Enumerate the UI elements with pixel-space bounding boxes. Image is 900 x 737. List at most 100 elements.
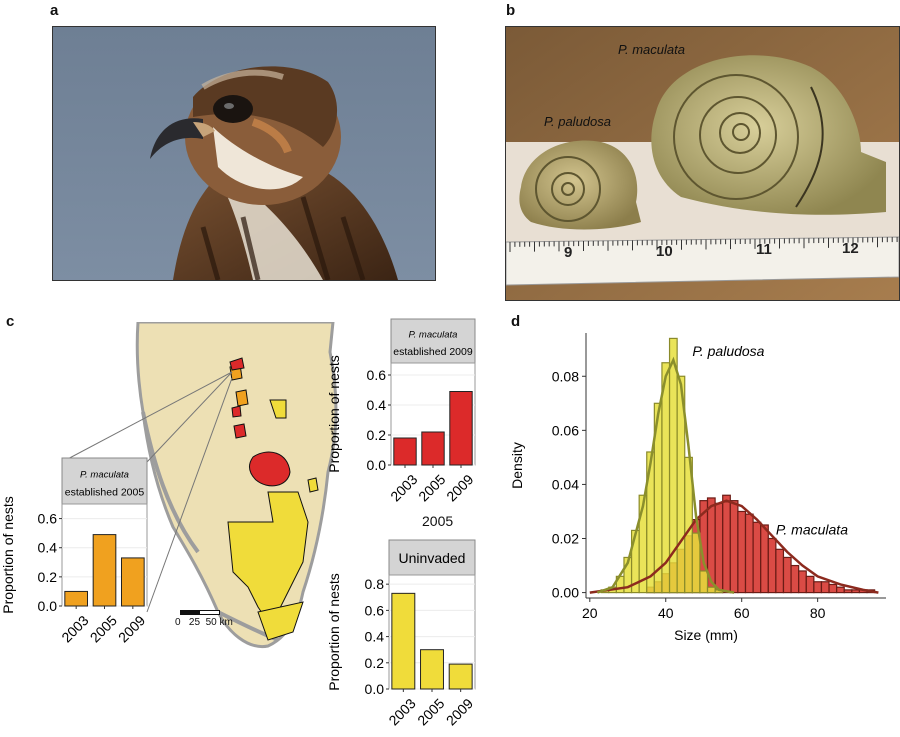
facet-strip-species: P. maculata [80, 469, 129, 480]
panel-label-c: c [6, 313, 15, 330]
y-tick-label: 0.0 [38, 598, 58, 614]
y-tick-label: 0.08 [552, 368, 579, 384]
y-axis-label: Proportion of nests [326, 355, 342, 473]
uninvaded-area-north-1 [269, 399, 287, 419]
snail-photo: P. maculata P. paludosa 9 10 11 12 [505, 26, 900, 301]
bar [449, 391, 473, 466]
panel-label-b: b [506, 2, 516, 19]
ruler-number-10: 10 [656, 243, 673, 260]
histogram-bar [699, 570, 709, 594]
panel-label-d: d [511, 313, 521, 330]
histogram-bar [851, 589, 861, 594]
histogram-bar [836, 586, 845, 594]
histogram-bar [729, 500, 739, 594]
species-label-paludosa: P. paludosa [544, 114, 611, 129]
x-tick-label: 2005 [415, 471, 448, 504]
y-tick-label: 0.0 [365, 681, 385, 697]
y-axis-label: Proportion of nests [326, 573, 342, 691]
histogram-bar [706, 586, 716, 594]
established-2009-area-2 [229, 357, 245, 371]
y-tick-label: 0.4 [367, 397, 387, 413]
facet-strip [390, 318, 476, 364]
species-label-maculata: P. maculata [618, 42, 685, 57]
y-tick-label: 0.8 [365, 576, 385, 592]
uninvaded-area-main [227, 491, 309, 623]
established-2009-area-3 [233, 423, 247, 439]
facet-strip-label: Uninvaded [399, 550, 466, 566]
density-histogram: 0.00 0.02 0.04 0.06 0.08 20 40 60 80 Size (mm) Den… [509, 333, 886, 643]
x-tick-label: 2009 [443, 471, 476, 504]
y-tick-label: 0.00 [552, 585, 579, 601]
bar [420, 649, 444, 690]
histogram-bar [744, 513, 754, 594]
histogram-bar [782, 556, 792, 594]
x-tick-label: 2005 [414, 695, 447, 728]
established-2009-area-4 [231, 405, 242, 418]
established-2009-area-lake [249, 451, 291, 487]
bar-chart-established-2009: P. maculata established 2009 0.0 0.2 0.4 0.6 2… [326, 318, 477, 505]
x-tick-label: 2003 [58, 612, 91, 645]
ruler-number-12: 12 [842, 240, 859, 257]
y-axis-label: Proportion of nests [0, 496, 16, 614]
y-tick-label: 0.02 [552, 531, 579, 547]
density-curve [589, 499, 879, 594]
scale-bar-label: 0 25 50 km [175, 617, 233, 628]
x-tick-label: 2009 [443, 695, 476, 728]
x-axis-label: Size (mm) [674, 627, 738, 643]
bar [421, 431, 445, 466]
facet-strip-label: established 2009 [393, 346, 473, 358]
y-tick-label: 0.04 [552, 476, 579, 492]
y-tick-label: 0.2 [38, 569, 58, 585]
x-tick-label: 20 [582, 605, 598, 621]
bar [448, 663, 473, 690]
histogram-bar [828, 583, 838, 594]
y-tick-label: 0.6 [38, 511, 58, 527]
y-tick-label: 0.0 [367, 457, 387, 473]
y-axis-label: Density [509, 442, 525, 489]
y-tick-label: 0.06 [552, 422, 579, 438]
histogram-bar [775, 548, 785, 594]
facet-strip [388, 539, 476, 576]
bar [92, 534, 117, 607]
uninvaded-area-north-2 [307, 477, 319, 493]
year-caption: 2005 [422, 513, 454, 529]
histogram-bar [813, 581, 823, 594]
ruler-number-9: 9 [564, 244, 573, 261]
bar [393, 437, 417, 466]
histogram-bar [760, 524, 769, 594]
facet-strip-species: P. maculata [409, 329, 458, 340]
histogram-bar [798, 570, 807, 594]
histogram-bar [714, 502, 724, 594]
y-tick-label: 0.6 [367, 367, 387, 383]
bar [121, 557, 145, 607]
x-tick-label: 2005 [87, 612, 120, 645]
y-tick-label: 0.6 [365, 602, 385, 618]
histogram-bar [737, 510, 747, 594]
panel-label-a: a [50, 2, 59, 19]
histogram-bar [820, 581, 830, 594]
established-2005-area-2 [235, 389, 249, 407]
x-tick-label: 80 [810, 605, 826, 621]
bar [64, 590, 89, 607]
bar-chart-established-2005: P. maculata established 2005 0.0 0.2 0.4 0.6 2… [0, 457, 148, 646]
ruler-number-11: 11 [756, 241, 772, 258]
y-tick-label: 0.4 [365, 629, 385, 645]
bar [391, 592, 416, 690]
histogram-bar [790, 564, 800, 594]
histogram-bar [843, 589, 853, 594]
florida-map [135, 322, 338, 649]
x-tick-label: 2003 [387, 471, 420, 504]
x-tick-label: 2003 [385, 695, 418, 728]
histogram-bar [767, 537, 777, 594]
x-tick-label: 40 [658, 605, 674, 621]
histogram-bar [691, 532, 701, 594]
uninvaded-area-south [257, 601, 304, 641]
snail-illustration [506, 27, 899, 300]
density-curve [596, 356, 735, 594]
y-tick-label: 0.2 [365, 655, 385, 671]
y-tick-label: 0.2 [367, 427, 387, 443]
series-label-maculata: P. maculata [776, 521, 848, 537]
x-tick-label: 60 [734, 605, 750, 621]
